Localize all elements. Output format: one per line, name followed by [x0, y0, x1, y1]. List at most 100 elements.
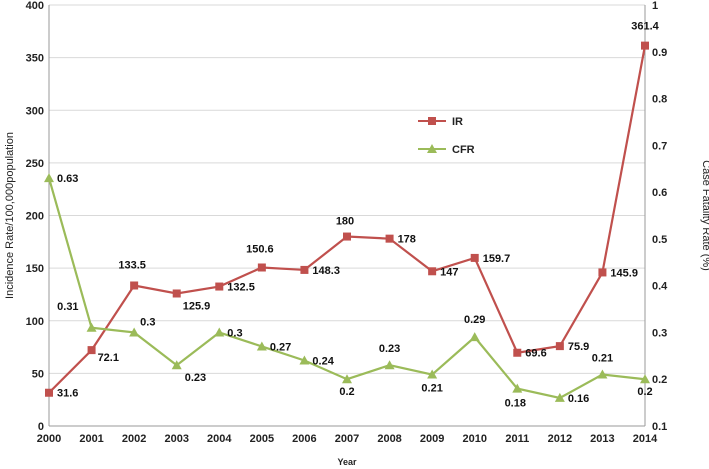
y-tick-label: 50 — [32, 368, 44, 380]
x-tick-label: 2014 — [633, 433, 658, 445]
series-layer — [44, 41, 650, 402]
cfr-data-label: 0.18 — [505, 398, 526, 410]
cfr-point — [427, 369, 438, 379]
gridlines — [49, 4, 645, 427]
ir-data-label: 133.5 — [118, 259, 146, 271]
x-tick-label: 2012 — [548, 433, 572, 445]
cfr-point — [129, 327, 140, 337]
cfr-point — [384, 360, 395, 370]
ir-data-label: 361.4 — [631, 21, 659, 33]
cfr-point — [597, 369, 608, 379]
cfr-data-label: 0.23 — [185, 372, 206, 384]
ir-point — [130, 281, 139, 290]
y2-axis-title: Case Fatality Rate (%) — [700, 160, 709, 271]
y2-tick-label: 0.6 — [652, 187, 667, 199]
ir-data-label: 31.6 — [57, 388, 78, 400]
x-tick-label: 2006 — [292, 433, 316, 445]
x-tick-label: 2005 — [250, 433, 274, 445]
ir-data-label: 178 — [398, 234, 416, 246]
ir-data-label: 180 — [336, 216, 354, 228]
cfr-data-label: 0.23 — [379, 343, 400, 355]
y-tick-label: 250 — [26, 158, 44, 170]
x-tick-label: 2003 — [164, 433, 188, 445]
y2-tick-label: 1 — [652, 0, 658, 12]
cfr-data-label: 0.31 — [57, 301, 78, 313]
cfr-point — [171, 360, 182, 370]
x-axis-ticks: 2000 2001 2002 2003 2004 2005 2006 2007 2008 2009… — [37, 433, 658, 445]
ir-point — [598, 268, 607, 277]
ir-point — [172, 289, 181, 298]
cfr-point — [256, 341, 267, 351]
y-tick-label: 300 — [26, 105, 44, 117]
cfr-point — [512, 383, 523, 393]
x-axis-title: Year — [337, 457, 357, 467]
x-tick-label: 2011 — [505, 433, 529, 445]
cfr-data-label: 0.24 — [312, 356, 334, 368]
x-tick-label: 2001 — [79, 433, 103, 445]
y-tick-label: 400 — [26, 0, 44, 12]
ir-point — [300, 265, 309, 274]
legend-cfr-label: CFR — [452, 144, 475, 156]
ir-data-label: 69.6 — [525, 348, 546, 360]
x-tick-label: 2009 — [420, 433, 444, 445]
legend: IR CFR — [418, 116, 475, 156]
ir-point — [428, 267, 437, 276]
ir-data-label: 159.7 — [483, 253, 511, 265]
x-tick-label: 2002 — [122, 433, 146, 445]
x-tick-label: 2008 — [377, 433, 401, 445]
cfr-point — [640, 374, 650, 384]
cfr-point — [342, 374, 352, 384]
y2-tick-label: 0.2 — [652, 374, 667, 386]
y2-tick-label: 0.4 — [652, 281, 668, 293]
ir-data-label: 72.1 — [98, 352, 119, 364]
cfr-point — [554, 392, 565, 402]
legend-ir-label: IR — [452, 116, 463, 128]
x-tick-label: 2004 — [207, 433, 232, 445]
cfr-data-label: 0.3 — [140, 316, 155, 328]
ir-point — [513, 348, 522, 357]
cfr-series-line — [47, 177, 646, 400]
data-labels-layer: 31.6 72.1 133.5 125.9 132.5 150.6 148.3 180 178 1… — [57, 21, 660, 410]
cfr-data-label: 0.21 — [421, 383, 442, 395]
ir-data-label: 125.9 — [183, 300, 211, 312]
ir-data-label: 148.3 — [312, 265, 340, 277]
ir-point — [87, 346, 96, 355]
cfr-data-label: 0.21 — [592, 353, 613, 365]
left-axis-ticks: 0 50 100 150 200 250 300 350 400 — [26, 0, 44, 433]
cfr-point — [44, 173, 54, 183]
y2-tick-label: 0.7 — [652, 140, 667, 152]
ir-data-label: 147 — [440, 266, 458, 278]
ir-data-label: 145.9 — [610, 267, 638, 279]
y2-tick-label: 0.1 — [652, 421, 667, 433]
y-tick-label: 350 — [26, 53, 44, 65]
x-tick-label: 2013 — [590, 433, 614, 445]
x-tick-label: 2007 — [335, 433, 359, 445]
y-tick-label: 150 — [26, 263, 44, 275]
ir-point — [257, 263, 266, 272]
y2-tick-label: 0.5 — [652, 234, 667, 246]
ir-data-label: 150.6 — [246, 243, 274, 255]
cfr-data-label: 0.2 — [339, 386, 354, 398]
ir-point — [385, 234, 394, 243]
ir-point — [45, 388, 53, 397]
legend-item-ir: IR — [418, 116, 463, 128]
y-axis-title: Incidence Rate/100,000population — [4, 132, 16, 299]
y-tick-label: 100 — [26, 316, 44, 328]
y2-tick-label: 0.9 — [652, 47, 667, 59]
x-tick-label: 2010 — [462, 433, 486, 445]
legend-item-cfr: CFR — [418, 144, 475, 156]
cfr-data-label: 0.2 — [637, 386, 652, 398]
ir-point — [470, 253, 479, 262]
cfr-data-label: 0.27 — [270, 341, 291, 353]
cfr-point — [86, 322, 97, 332]
ir-point — [555, 342, 564, 351]
right-axis-ticks: 0.1 0.2 0.3 0.4 0.5 0.6 0.7 0.8 0.9 1 — [652, 0, 668, 433]
ir-point — [343, 232, 351, 241]
y2-tick-label: 0.3 — [652, 327, 667, 339]
ir-point — [215, 282, 224, 291]
legend-cfr-marker — [427, 144, 437, 153]
ir-point — [641, 41, 649, 50]
y-tick-label: 200 — [26, 211, 44, 223]
ir-data-label: 132.5 — [227, 282, 255, 294]
